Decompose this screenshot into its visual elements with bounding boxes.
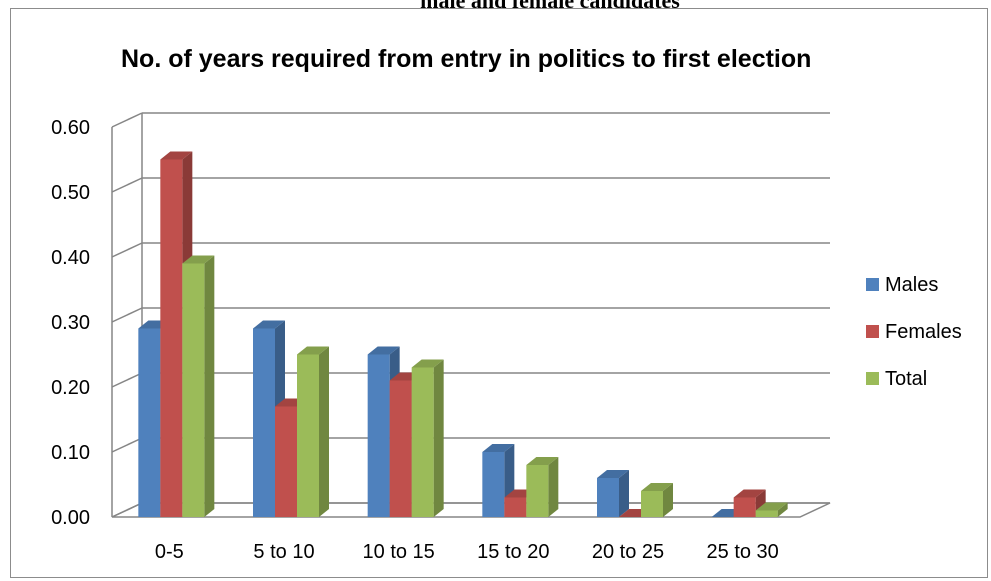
bar: [182, 263, 205, 517]
legend-swatch: [866, 325, 879, 338]
gridline-wall: [111, 307, 143, 323]
bar-top: [641, 483, 673, 491]
chart-floor: [111, 502, 831, 518]
bar: [160, 159, 183, 517]
bar-side: [619, 470, 629, 517]
bar: [253, 328, 275, 517]
chart-title: No. of years required from entry in poli…: [121, 45, 812, 73]
y-tick-label: 0.00: [51, 507, 90, 529]
bar: [389, 380, 412, 517]
gridline-wall: [111, 177, 143, 193]
bar-top: [160, 151, 193, 160]
bar: [297, 354, 319, 517]
bar: [138, 328, 161, 517]
bar-top: [411, 359, 444, 368]
y-tick-label: 0.20: [51, 377, 90, 399]
bar: [733, 497, 756, 517]
x-tick-label: 15 to 20: [477, 541, 549, 563]
bar-top: [367, 346, 400, 355]
legend-swatch: [866, 372, 879, 385]
gridline-wall: [111, 437, 143, 453]
legend-label: Females: [885, 321, 962, 343]
bar: [482, 452, 505, 517]
gridline-wall: [111, 242, 143, 258]
y-tick-label: 0.30: [51, 312, 90, 334]
bar-top: [597, 470, 629, 478]
bar-top: [253, 320, 285, 329]
bar-side: [548, 457, 559, 517]
y-tick-label: 0.50: [51, 182, 90, 204]
bar-top: [297, 346, 329, 355]
legend-swatch: [866, 278, 879, 291]
bar: [641, 491, 663, 517]
bar-side: [204, 255, 215, 517]
x-tick-label: 5 to 10: [253, 541, 314, 563]
bar: [367, 354, 390, 517]
x-tick-label: 20 to 25: [592, 541, 664, 563]
bar-side: [663, 483, 673, 517]
bar-top: [182, 255, 215, 264]
bar: [504, 497, 527, 517]
bar-side: [777, 502, 788, 517]
legend-label: Total: [885, 368, 927, 390]
bar: [411, 367, 434, 517]
x-tick-label: 25 to 30: [707, 541, 779, 563]
bar-top: [755, 502, 788, 511]
bar: [597, 478, 619, 517]
bar-side: [319, 346, 329, 517]
x-tick-label: 0-5: [155, 541, 184, 563]
y-tick-label: 0.10: [51, 442, 90, 464]
bar-top: [526, 457, 559, 465]
x-tick-label: 10 to 15: [363, 541, 435, 563]
legend-label: Males: [885, 274, 938, 296]
bar: [755, 510, 778, 517]
y-tick-label: 0.60: [51, 117, 90, 139]
bar-side: [433, 359, 444, 517]
bar-top: [482, 444, 515, 452]
y-tick-label: 0.40: [51, 247, 90, 269]
gridline-wall: [111, 372, 143, 388]
bar: [275, 406, 297, 517]
bar-top: [733, 489, 766, 498]
bar: [526, 465, 549, 517]
gridline-wall: [111, 112, 143, 128]
